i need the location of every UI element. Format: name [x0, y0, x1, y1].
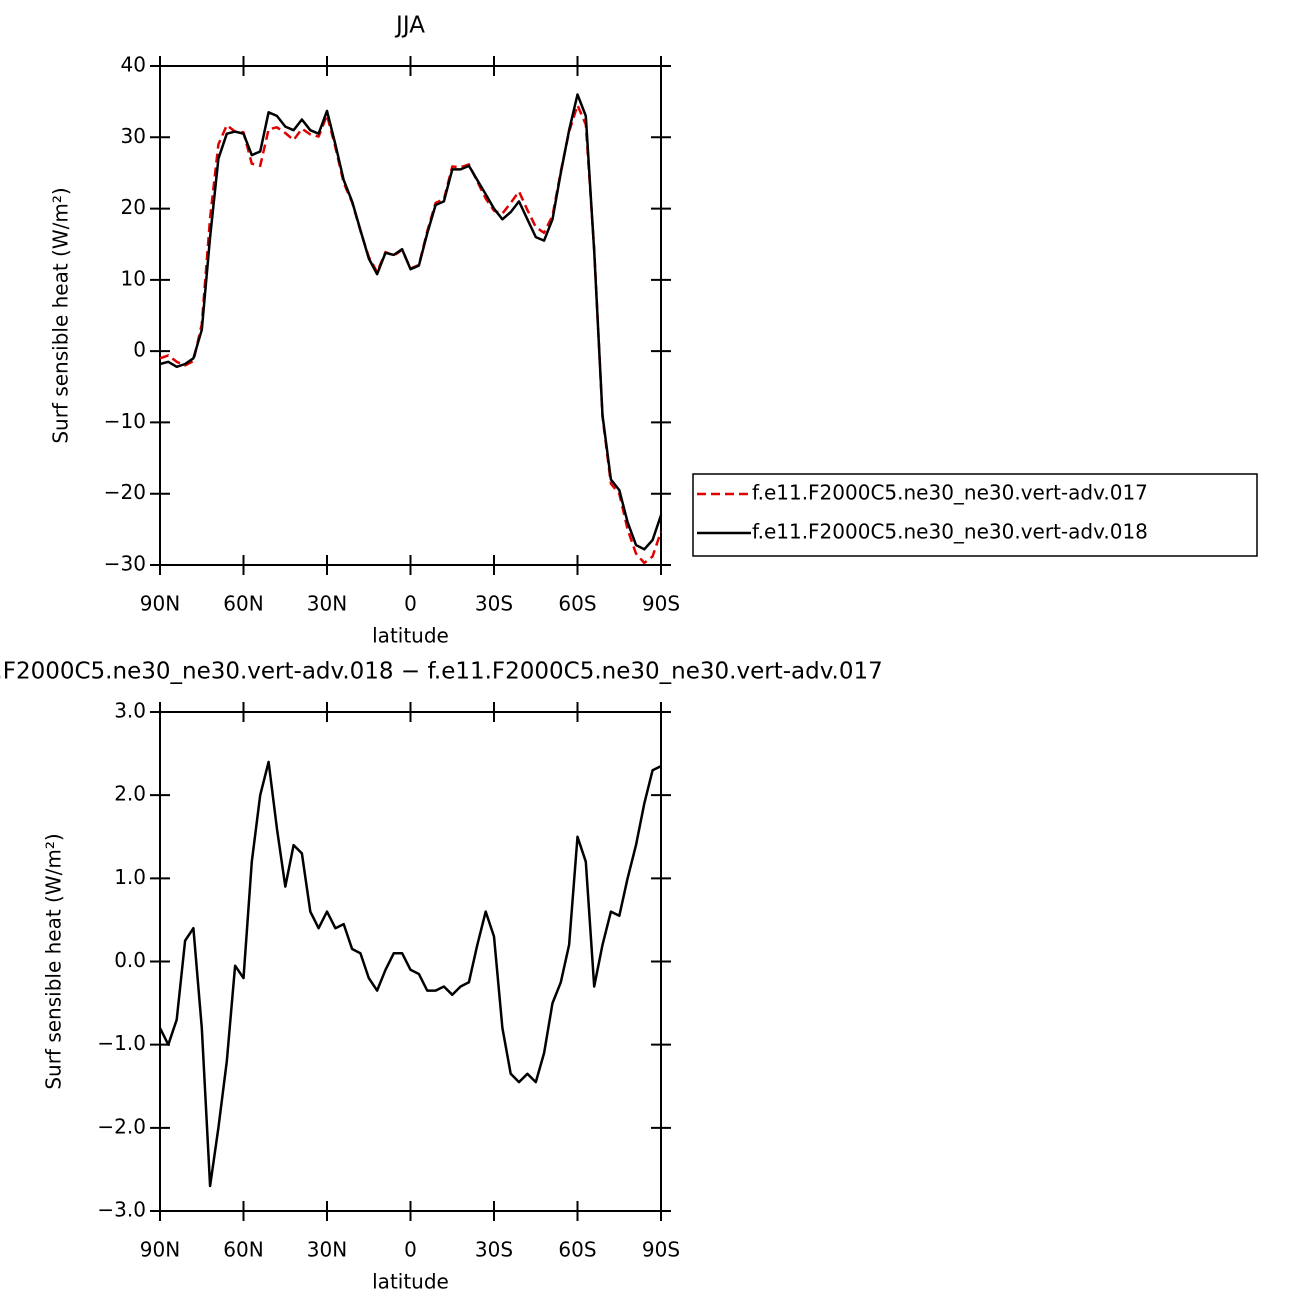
legend-label: f.e11.F2000C5.ne30_ne30.vert-adv.017 — [752, 481, 1148, 505]
y-tick-label: 30 — [121, 124, 146, 148]
data-line — [158, 760, 662, 1188]
data-line — [159, 93, 663, 551]
x-tick-label: 30N — [307, 1238, 347, 1262]
x-tick-label: 90S — [642, 1238, 680, 1262]
y-tick-label: 0.0 — [114, 948, 146, 972]
y-tick-label: 10 — [121, 266, 146, 290]
plot-frame — [159, 711, 662, 1212]
y-tick-label: 40 — [121, 53, 146, 77]
y-tick-label: −10 — [104, 409, 146, 433]
y-tick-label: 2.0 — [114, 782, 146, 806]
legend-label: f.e11.F2000C5.ne30_ne30.vert-adv.018 — [752, 520, 1148, 544]
x-tick-label: 30N — [307, 592, 347, 616]
y-tick-label: −30 — [104, 552, 146, 576]
y-tick-label: 0 — [133, 338, 146, 362]
x-tick-label: 90S — [642, 592, 680, 616]
x-axis-label: latitude — [372, 1270, 449, 1294]
legend-box — [692, 473, 1258, 557]
y-axis-label: Surf sensible heat (W/m²) — [49, 187, 73, 443]
x-tick-label: 60N — [223, 592, 263, 616]
y-axis-label: Surf sensible heat (W/m²) — [42, 833, 66, 1089]
x-tick-label: 0 — [404, 592, 417, 616]
x-tick-label: 90N — [140, 1238, 180, 1262]
y-tick-label: 1.0 — [114, 865, 146, 889]
panel: JJA latitude Surf sensible heat (W/m²) −30 −… — [49, 13, 1258, 648]
x-tick-label: 60S — [558, 592, 596, 616]
x-tick-label: 90N — [140, 592, 180, 616]
x-tick-label: 30S — [475, 592, 513, 616]
y-tick-label: −3.0 — [97, 1198, 146, 1222]
y-tick-label: 20 — [121, 195, 146, 219]
y-tick-label: −1.0 — [97, 1031, 146, 1055]
y-tick-label: −2.0 — [97, 1114, 146, 1138]
chart-title: f.e11.F2000C5.ne30_ne30.vert-adv.018 − f… — [0, 659, 883, 685]
x-tick-label: 0 — [404, 1238, 417, 1262]
x-tick-label: 60N — [223, 1238, 263, 1262]
x-tick-label: 60S — [558, 1238, 596, 1262]
chart-title: JJA — [394, 13, 425, 39]
y-tick-label: −20 — [104, 480, 146, 504]
plot-frame — [159, 65, 662, 566]
x-tick-label: 30S — [475, 1238, 513, 1262]
data-line — [159, 103, 663, 565]
x-axis-label: latitude — [372, 624, 449, 648]
panel: f.e11.F2000C5.ne30_ne30.vert-adv.018 − f… — [0, 659, 883, 1294]
y-tick-label: 3.0 — [114, 699, 146, 723]
